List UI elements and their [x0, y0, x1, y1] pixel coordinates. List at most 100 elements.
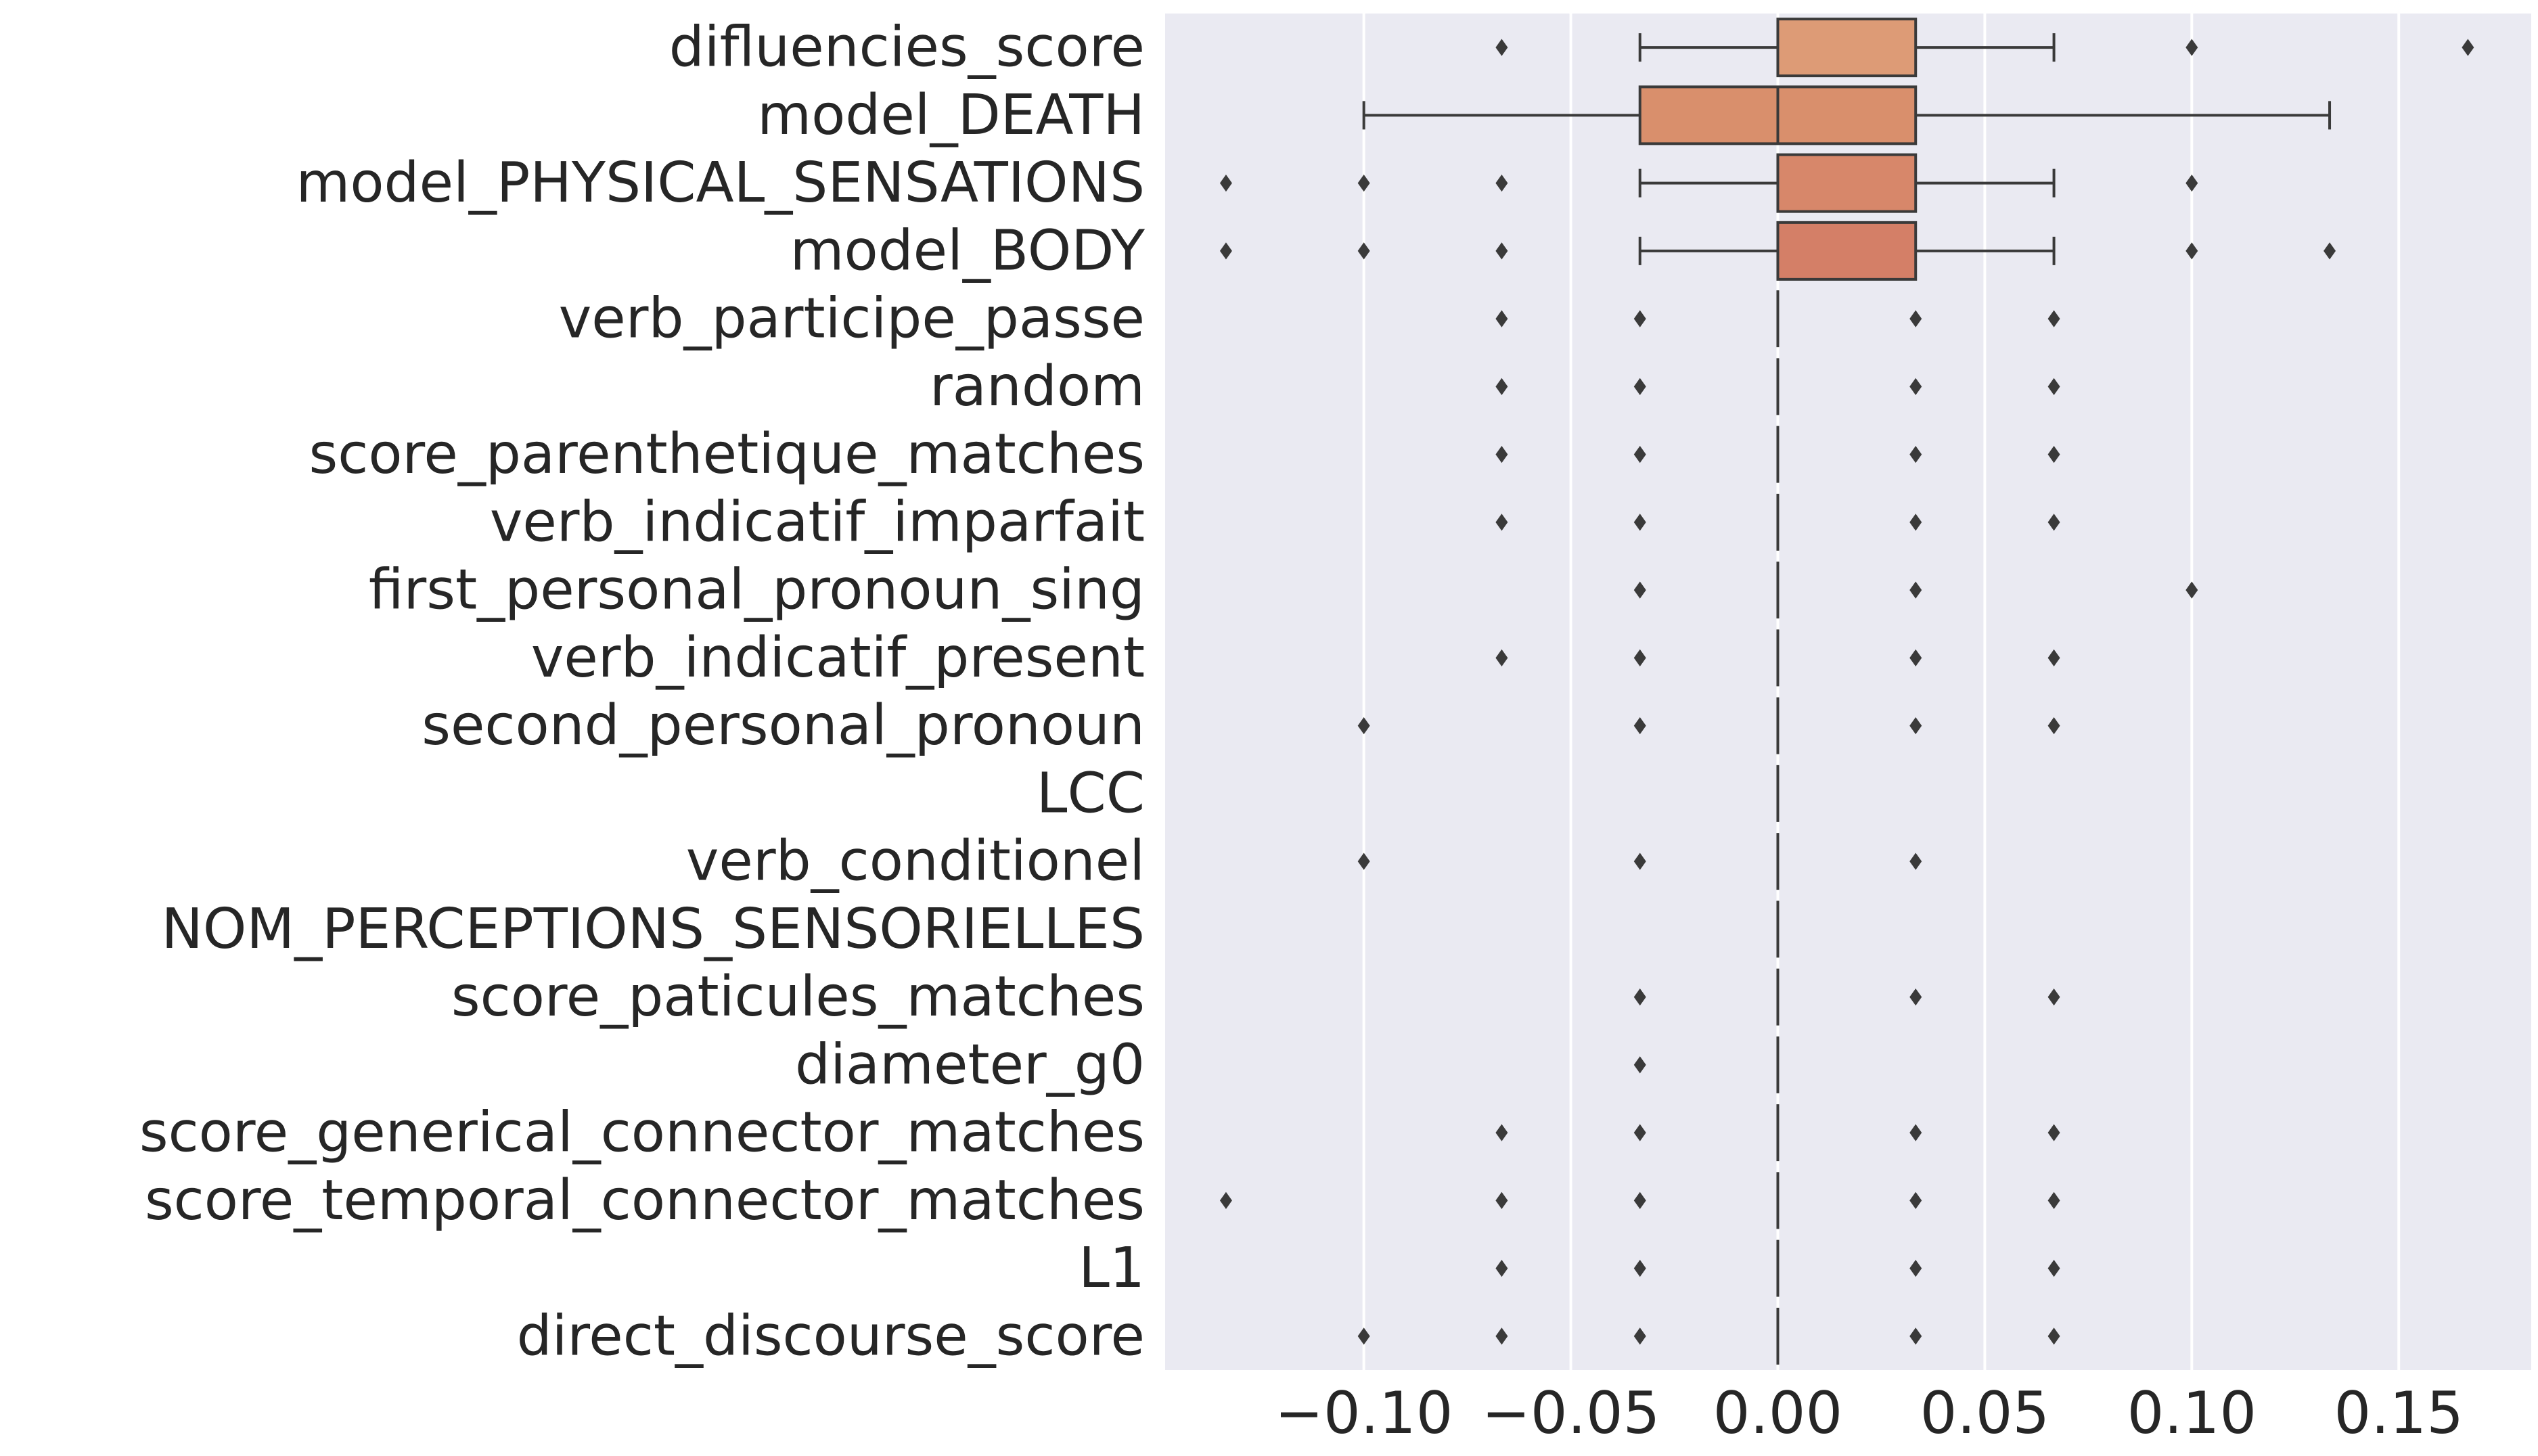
box-row [1495, 426, 2060, 483]
flier-point [2185, 242, 2198, 260]
flier-point [1633, 649, 1646, 666]
y-tick-label: score_paticules_matches [451, 965, 1145, 1029]
box-row [1633, 968, 2060, 1026]
box-row [1357, 697, 2060, 754]
flier-point [1909, 514, 1922, 531]
y-tick-label: verb_conditionel [686, 829, 1145, 894]
flier-point [2047, 514, 2060, 531]
x-axis-tick-labels: −0.10 −0.05 0.00 0.05 0.10 0.15 [1275, 1380, 2464, 1447]
flier-point [1495, 378, 1508, 395]
y-tick-label: NOM_PERCEPTIONS_SENSORIELLES [162, 897, 1146, 961]
flier-point [1909, 1260, 1922, 1277]
y-tick-label: first_personal_pronoun_sing [369, 558, 1145, 622]
flier-point [1495, 514, 1508, 531]
box [1776, 153, 1918, 213]
flier-point [1495, 649, 1508, 666]
box-row [1357, 833, 1922, 890]
flier-point [1633, 378, 1646, 395]
y-tick-label: verb_participe_passe [559, 287, 1145, 351]
flier-point [1495, 39, 1508, 56]
flier-point [1633, 581, 1646, 599]
x-tick-label: 0.00 [1713, 1380, 1842, 1447]
flier-point [2047, 1124, 2060, 1141]
flier-point [1495, 1327, 1508, 1345]
box-row [1495, 629, 2060, 687]
box-row [1633, 562, 2198, 619]
flier-point [1495, 1260, 1508, 1277]
flier-point [2047, 1191, 2060, 1209]
y-tick-label: score_generical_connector_matches [139, 1101, 1145, 1165]
box [1776, 221, 1918, 281]
y-tick-label: direct_discourse_score [517, 1304, 1145, 1368]
flier-point [1495, 1191, 1508, 1209]
flier-point [2185, 39, 2198, 56]
flier-point [1633, 1191, 1646, 1209]
flier-point [1357, 852, 1370, 870]
box-row [1495, 493, 2060, 551]
box-series [1219, 18, 2474, 1365]
flier-point [1219, 175, 1232, 192]
box-row [1219, 221, 2336, 281]
box-row [1495, 1239, 2060, 1297]
y-tick-label: score_parenthetique_matches [309, 422, 1145, 486]
flier-point [1909, 581, 1922, 599]
flier-point [1633, 1124, 1646, 1141]
flier-point [1219, 1191, 1232, 1209]
y-tick-label: random [930, 355, 1145, 419]
flier-point [2047, 717, 2060, 735]
flier-point [1357, 717, 1370, 735]
box-row [1362, 85, 2332, 145]
flier-point [2185, 175, 2198, 192]
flier-point [2047, 446, 2060, 463]
flier-point [1909, 852, 1922, 870]
flier-point [1633, 514, 1646, 531]
flier-point [1357, 175, 1370, 192]
flier-point [2047, 1327, 2060, 1345]
flier-point [1633, 988, 1646, 1006]
y-tick-label: model_DEATH [757, 83, 1145, 147]
flier-point [1495, 175, 1508, 192]
flier-point [2047, 649, 2060, 666]
y-axis-labels: difluencies_scoremodel_DEATHmodel_PHYSIC… [139, 16, 1146, 1369]
flier-point [1909, 988, 1922, 1006]
x-tick-label: 0.10 [2127, 1380, 2257, 1447]
flier-point [1219, 242, 1232, 260]
x-tick-label: −0.05 [1482, 1380, 1660, 1447]
flier-point [1909, 1327, 1922, 1345]
flier-point [1495, 310, 1508, 327]
flier-point [1909, 1124, 1922, 1141]
flier-point [2047, 310, 2060, 327]
y-tick-label: diameter_g0 [795, 1032, 1145, 1097]
box [1776, 18, 1918, 78]
y-tick-label: LCC [1037, 761, 1145, 825]
flier-point [1633, 446, 1646, 463]
flier-point [2047, 378, 2060, 395]
flier-point [1633, 1056, 1646, 1074]
flier-point [1357, 242, 1370, 260]
x-tick-label: −0.10 [1275, 1380, 1453, 1447]
flier-point [2047, 988, 2060, 1006]
flier-point [1909, 717, 1922, 735]
y-tick-label: model_BODY [790, 219, 1146, 283]
y-tick-label: model_PHYSICAL_SENSATIONS [296, 151, 1145, 215]
box-row [1633, 1036, 1780, 1093]
flier-point [2462, 39, 2474, 56]
x-tick-label: 0.15 [2334, 1380, 2463, 1447]
flier-point [1909, 378, 1922, 395]
box-row [1495, 18, 2474, 78]
flier-point [1633, 1327, 1646, 1345]
flier-point [1909, 310, 1922, 327]
box-row [1219, 1172, 2060, 1229]
x-tick-label: 0.05 [1920, 1380, 2049, 1447]
y-tick-label: verb_indicatif_imparfait [490, 490, 1145, 554]
box-row [1495, 358, 2060, 415]
flier-point [1909, 649, 1922, 666]
flier-point [1357, 1327, 1370, 1345]
y-tick-label: difluencies_score [669, 16, 1145, 80]
flier-point [2047, 1260, 2060, 1277]
box-row [1495, 290, 2060, 348]
flier-point [1633, 310, 1646, 327]
flier-point [1909, 446, 1922, 463]
y-tick-label: second_personal_pronoun [422, 693, 1145, 758]
